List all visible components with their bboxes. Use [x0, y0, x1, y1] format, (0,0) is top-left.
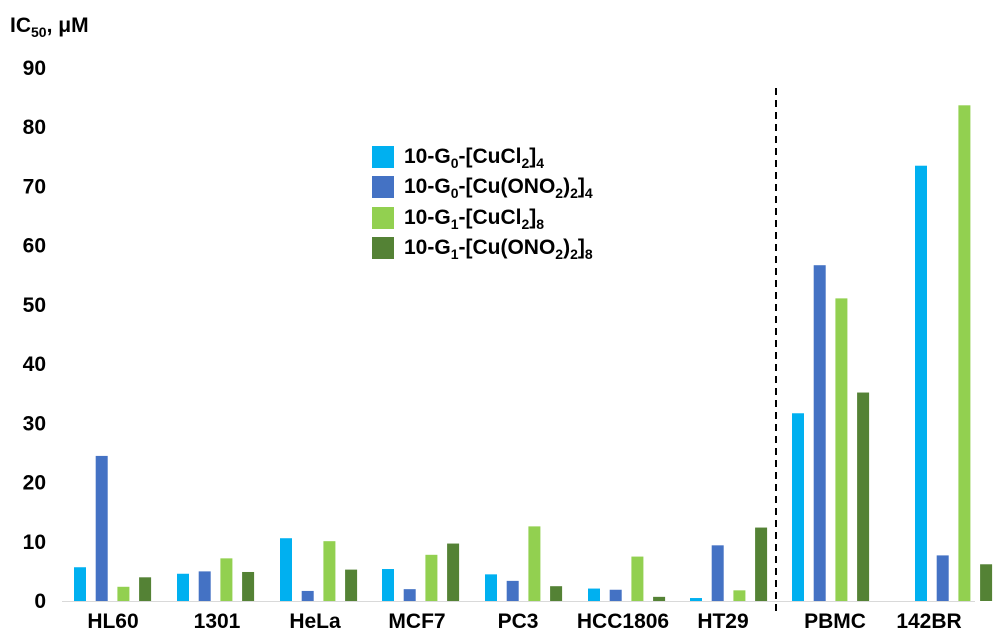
bar-HT29-series-4 — [755, 527, 768, 601]
bar-PBMC-series-1 — [792, 413, 804, 601]
bar-HT29-series-2 — [711, 545, 724, 601]
bar-HeLa-series-3 — [323, 541, 336, 601]
x-tick-label: HL60 — [87, 610, 138, 633]
legend-label: 10-G0-[CuCl2]4 — [404, 145, 545, 172]
legend-label: 10-G0-[Cu(ONO2)2]4 — [404, 175, 593, 202]
bar-PC3-series-1 — [485, 574, 497, 601]
bar-HeLa-series-4 — [345, 569, 358, 601]
bar-1301-series-4 — [242, 571, 255, 601]
bar-1301-series-3 — [220, 558, 233, 601]
y-tick-label: 90 — [23, 57, 46, 80]
y-axis-title-main: IC — [10, 14, 31, 37]
bar-HT29-series-1 — [690, 598, 702, 601]
bar-1301-series-1 — [177, 573, 189, 601]
bar-MCF7-series-3 — [425, 554, 438, 601]
bar-MCF7-series-1 — [382, 569, 394, 601]
bar-1301-series-2 — [198, 571, 211, 601]
y-tick-label: 50 — [23, 294, 46, 317]
x-tick-label: PC3 — [498, 610, 539, 633]
bar-HCC1806-series-2 — [609, 589, 622, 601]
y-axis-title-unit: , μM — [46, 14, 89, 37]
bar-PBMC-series-2 — [813, 265, 826, 601]
legend: 10-G0-[CuCl2]4 10-G0-[Cu(ONO2)2]4 10-G1-[C… — [372, 142, 593, 263]
bar-HL60-series-4 — [139, 577, 152, 601]
y-tick-label: 40 — [23, 353, 46, 376]
x-tick-label: HCC1806 — [577, 610, 669, 633]
bar-142BR-series-4 — [980, 564, 993, 601]
bar-HeLa-series-1 — [280, 538, 292, 601]
bar-HeLa-series-2 — [301, 590, 314, 601]
legend-swatch — [372, 176, 394, 199]
legend-label: 10-G1-[CuCl2]8 — [404, 205, 545, 232]
x-tick-label: HT29 — [697, 610, 748, 633]
y-tick-label: 60 — [23, 235, 46, 258]
y-axis-title-sub: 50 — [31, 24, 47, 41]
bar-MCF7-series-2 — [403, 589, 416, 601]
bar-HCC1806-series-3 — [631, 556, 644, 601]
bar-PC3-series-4 — [550, 586, 563, 601]
y-tick-label: 70 — [23, 175, 46, 198]
bar-HL60-series-3 — [117, 586, 130, 601]
legend-item: 10-G1-[CuCl2]8 — [372, 203, 593, 233]
bar-MCF7-series-4 — [447, 543, 460, 601]
y-tick-label: 20 — [23, 472, 46, 495]
legend-swatch — [372, 206, 394, 229]
bar-PBMC-series-4 — [857, 392, 870, 601]
y-tick-label: 10 — [23, 531, 46, 554]
y-axis-title: IC50, μM — [10, 14, 89, 40]
bar-HCC1806-series-1 — [588, 588, 600, 601]
x-tick-label: HeLa — [289, 610, 341, 633]
bar-HL60-series-2 — [95, 455, 108, 601]
x-tick-label: 142BR — [896, 610, 961, 633]
bar-PC3-series-3 — [528, 526, 541, 601]
x-tick-label: PBMC — [804, 610, 866, 633]
bar-142BR-series-3 — [958, 105, 971, 601]
legend-item: 10-G0-[CuCl2]4 — [372, 142, 593, 172]
legend-item: 10-G1-[Cu(ONO2)2]8 — [372, 233, 593, 263]
x-tick-label: 1301 — [194, 610, 241, 633]
y-tick-label: 80 — [23, 116, 46, 139]
bar-HT29-series-3 — [733, 590, 746, 601]
bar-HCC1806-series-4 — [653, 596, 666, 601]
legend-swatch — [372, 146, 394, 169]
legend-label: 10-G1-[Cu(ONO2)2]8 — [404, 236, 593, 263]
bar-PBMC-series-3 — [835, 298, 848, 601]
bar-HL60-series-1 — [74, 567, 86, 601]
legend-item: 10-G0-[Cu(ONO2)2]4 — [372, 172, 593, 202]
y-tick-label: 0 — [34, 590, 46, 613]
y-tick-label: 30 — [23, 412, 46, 435]
legend-swatch — [372, 237, 394, 260]
bar-PC3-series-2 — [506, 580, 519, 601]
x-tick-label: MCF7 — [388, 610, 445, 633]
bar-142BR-series-2 — [936, 555, 949, 601]
bar-142BR-series-1 — [915, 165, 927, 601]
